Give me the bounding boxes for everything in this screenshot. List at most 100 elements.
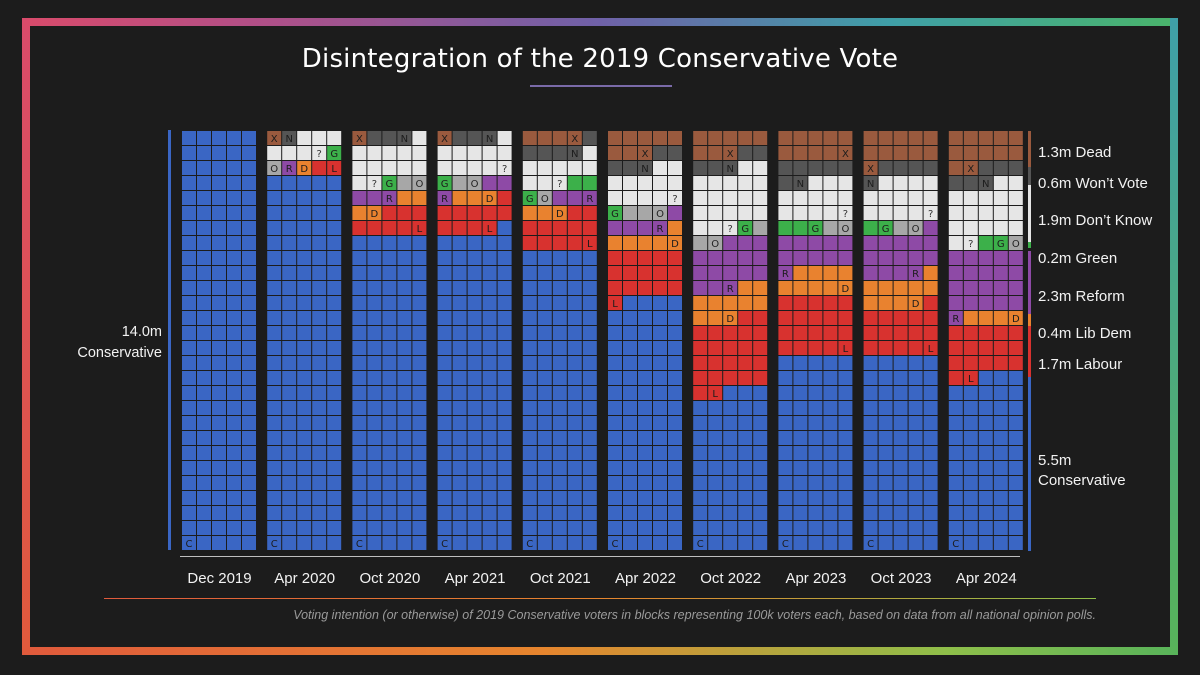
block-don-t-know — [723, 191, 738, 205]
block-marker-won-t-vote: N — [571, 149, 578, 160]
block-conservative — [397, 341, 412, 355]
block-conservative — [382, 506, 397, 520]
block-conservative — [582, 491, 597, 505]
start-label-value: 14.0m — [121, 324, 162, 340]
block-conservative — [437, 371, 452, 385]
block-conservative — [282, 416, 297, 430]
block-don-t-know — [693, 206, 708, 220]
block-conservative — [653, 356, 667, 370]
legend-bracket-green — [1028, 242, 1031, 248]
block-labour — [838, 311, 853, 325]
block-conservative — [397, 521, 412, 535]
block-conservative — [282, 191, 297, 205]
block-lib-dem — [823, 281, 838, 295]
block-reform — [823, 236, 838, 250]
block-labour — [708, 386, 723, 400]
block-labour — [653, 251, 667, 265]
block-conservative — [412, 446, 427, 460]
block-marker-other: O — [656, 209, 664, 220]
block-conservative — [582, 281, 597, 295]
block-marker-don-t-know: ? — [557, 179, 562, 190]
block-conservative — [367, 236, 382, 250]
block-reform — [978, 281, 993, 295]
block-conservative — [227, 341, 241, 355]
block-reform — [693, 251, 708, 265]
block-conservative — [467, 416, 482, 430]
block-conservative — [497, 416, 512, 430]
x-tick-label: Oct 2022 — [700, 570, 761, 587]
block-conservative — [452, 476, 467, 490]
block-conservative — [182, 236, 196, 250]
block-conservative — [382, 251, 397, 265]
block-conservative — [297, 266, 312, 280]
block-conservative — [327, 386, 342, 400]
block-reform — [367, 191, 382, 205]
x-axis-line — [180, 556, 1020, 557]
block-dead — [668, 131, 682, 145]
block-conservative — [668, 341, 682, 355]
block-conservative — [738, 386, 753, 400]
block-labour — [738, 371, 753, 385]
block-conservative — [993, 371, 1008, 385]
block-conservative — [352, 386, 367, 400]
block-conservative — [312, 386, 327, 400]
block-conservative — [838, 491, 853, 505]
block-conservative — [327, 266, 342, 280]
block-conservative — [537, 311, 552, 325]
block-conservative — [778, 386, 793, 400]
block-conservative — [708, 446, 723, 460]
block-conservative — [227, 326, 241, 340]
block-conservative — [708, 536, 723, 550]
block-won-t-vote — [608, 161, 622, 175]
block-don-t-know — [723, 176, 738, 190]
block-conservative — [482, 326, 497, 340]
block-conservative — [693, 476, 708, 490]
block-conservative — [352, 326, 367, 340]
block-conservative — [708, 401, 723, 415]
block-conservative — [452, 281, 467, 295]
block-labour — [948, 356, 963, 370]
block-conservative — [537, 446, 552, 460]
block-conservative — [482, 236, 497, 250]
block-conservative — [948, 401, 963, 415]
block-dead — [978, 131, 993, 145]
block-conservative — [567, 536, 582, 550]
block-don-t-know — [582, 146, 597, 160]
block-conservative — [242, 206, 256, 220]
block-conservative — [227, 491, 241, 505]
block-labour — [608, 251, 622, 265]
block-conservative — [668, 356, 682, 370]
block-conservative — [978, 521, 993, 535]
block-marker-labour: L — [487, 224, 493, 235]
block-conservative — [497, 281, 512, 295]
block-conservative — [723, 401, 738, 415]
block-conservative — [608, 446, 622, 460]
block-conservative — [312, 371, 327, 385]
block-conservative — [668, 326, 682, 340]
block-labour — [653, 266, 667, 280]
block-don-t-know — [297, 146, 312, 160]
block-conservative — [693, 506, 708, 520]
block-don-t-know — [978, 206, 993, 220]
block-conservative — [312, 401, 327, 415]
block-conservative — [582, 506, 597, 520]
block-conservative — [182, 131, 196, 145]
block-labour — [978, 341, 993, 355]
block-conservative — [412, 281, 427, 295]
block-dead — [638, 131, 652, 145]
block-dead — [638, 146, 652, 160]
block-marker-won-t-vote: N — [641, 164, 648, 175]
block-don-t-know — [382, 161, 397, 175]
block-other — [908, 221, 923, 235]
block-conservative — [367, 536, 382, 550]
block-dead — [878, 146, 893, 160]
block-conservative — [623, 371, 637, 385]
block-labour — [793, 326, 808, 340]
block-conservative — [623, 506, 637, 520]
block-conservative — [182, 401, 196, 415]
block-conservative — [863, 506, 878, 520]
block-conservative — [582, 326, 597, 340]
block-conservative — [397, 311, 412, 325]
block-conservative — [282, 491, 297, 505]
